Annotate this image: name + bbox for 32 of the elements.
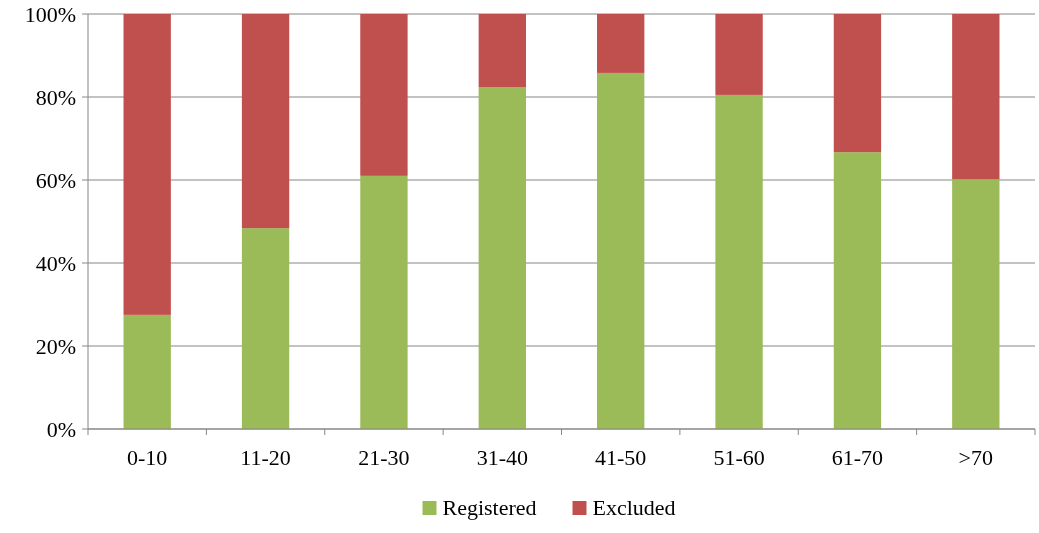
legend-label: Registered xyxy=(442,495,537,520)
x-tick-label: 41-50 xyxy=(595,445,647,470)
bar xyxy=(241,14,290,229)
y-tick-label: 80% xyxy=(35,84,76,110)
x-tick-label: 61-70 xyxy=(831,445,884,470)
bar xyxy=(478,87,526,429)
bar xyxy=(478,14,526,88)
x-tick-label: 21-30 xyxy=(358,445,410,470)
x-tick-label: >70 xyxy=(958,445,994,470)
bar xyxy=(952,179,1000,429)
x-tick-label: 0-10 xyxy=(127,445,168,470)
bar xyxy=(715,94,763,429)
x-tick-label: 11-20 xyxy=(240,445,291,470)
bar xyxy=(241,228,290,429)
bar xyxy=(597,72,645,429)
y-tick-label: 60% xyxy=(35,167,76,193)
legend-label: Excluded xyxy=(592,495,676,520)
bar xyxy=(123,314,171,429)
bar xyxy=(952,14,1000,180)
bar xyxy=(833,14,882,153)
x-tick-label: 31-40 xyxy=(476,445,528,470)
y-tick-label: 0% xyxy=(46,416,76,442)
bar xyxy=(360,14,408,176)
bar xyxy=(597,14,645,73)
y-tick-label: 100% xyxy=(24,1,76,27)
y-tick-label: 40% xyxy=(35,250,76,276)
bar xyxy=(715,14,763,95)
y-tick-label: 20% xyxy=(35,333,76,359)
bar xyxy=(360,175,408,429)
x-tick-label: 51-60 xyxy=(713,445,765,470)
bar xyxy=(833,152,882,429)
bar xyxy=(123,14,171,315)
